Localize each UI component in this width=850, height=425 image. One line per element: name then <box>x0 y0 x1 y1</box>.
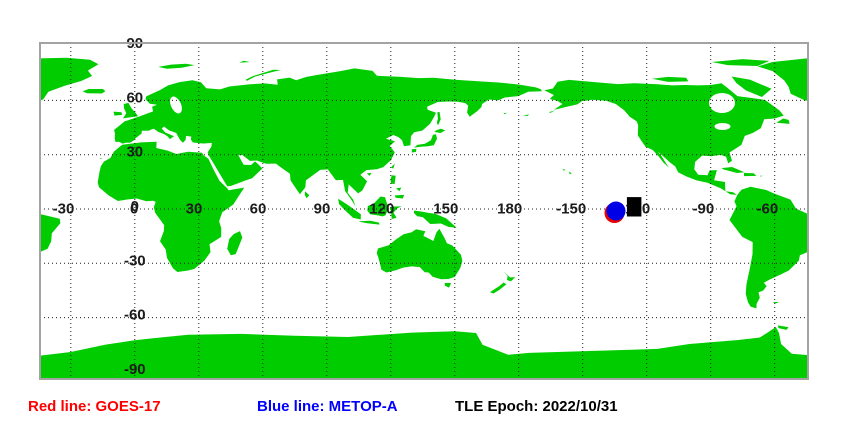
graticule-layer <box>40 43 808 379</box>
lon-tick-label: -60 <box>757 201 779 218</box>
lon-tick-label: 30 <box>186 201 203 218</box>
lon-tick-label: 120 <box>369 201 394 218</box>
baltic-sea <box>170 96 182 114</box>
lon-tick-label: 60 <box>250 201 267 218</box>
hudson-bay <box>709 93 735 113</box>
lon-tick-label: -30 <box>53 201 75 218</box>
lon-tick-label: 90 <box>314 201 331 218</box>
lon-tick-label: -150 <box>556 201 586 218</box>
map-frame-border <box>39 42 809 380</box>
land-layer <box>40 57 808 379</box>
legend-metop-label: Blue line: METOP-A <box>257 398 398 415</box>
lon-tick-label: 0 <box>130 201 138 218</box>
lat-tick-label: 30 <box>126 144 143 161</box>
lon-tick-label: 180 <box>497 201 522 218</box>
legend-bar: Red line: GOES-17 Blue line: METOP-A TLE… <box>0 398 850 420</box>
satellite-marker-square <box>626 197 642 217</box>
lat-tick-label: -30 <box>124 252 146 269</box>
lat-tick-label: -60 <box>124 307 146 324</box>
satellite-markers <box>604 197 642 223</box>
lat-tick-label: 0 <box>131 198 139 215</box>
lat-tick-label: -90 <box>124 361 146 378</box>
metop-position-dot <box>606 201 626 221</box>
great-lakes <box>714 123 731 130</box>
legend-goes17-label: Red line: GOES-17 <box>28 398 161 415</box>
legend-epoch-label: TLE Epoch: 2022/10/31 <box>455 398 618 415</box>
lat-tick-label: 60 <box>126 89 143 106</box>
lon-tick-label: 150 <box>433 201 458 218</box>
lon-tick-label: -90 <box>693 201 715 218</box>
